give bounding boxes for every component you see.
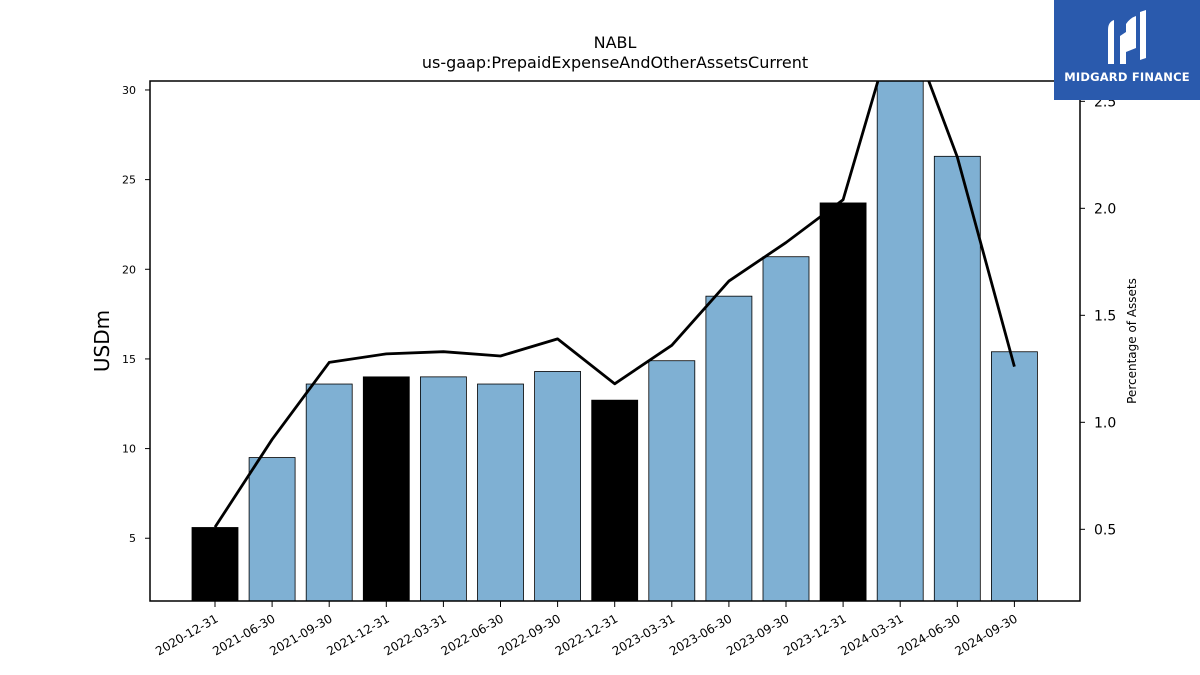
x-tick-label: 2022-12-31 bbox=[553, 611, 620, 658]
y-tick-label: 5 bbox=[129, 532, 136, 545]
x-tick-label: 2021-06-30 bbox=[210, 611, 277, 658]
y2-tick-label: 2.0 bbox=[1094, 201, 1116, 217]
bar bbox=[876, 81, 924, 601]
bar-series bbox=[191, 81, 1038, 601]
x-tick-label: 2023-06-30 bbox=[667, 611, 734, 658]
y-tick-label: 30 bbox=[122, 84, 136, 97]
chart-subtitle: us-gaap:PrepaidExpenseAndOtherAssetsCurr… bbox=[422, 53, 808, 72]
x-tick-label: 2021-12-31 bbox=[324, 611, 391, 658]
logo-text: MIDGARD FINANCE bbox=[1064, 70, 1190, 84]
logo-icon bbox=[1108, 10, 1146, 64]
bar bbox=[248, 457, 296, 601]
y-tick-label: 25 bbox=[122, 174, 136, 187]
y-tick-label: 15 bbox=[122, 353, 136, 366]
y-tick-label: 20 bbox=[122, 263, 136, 276]
y2-axis-label: Percentage of Assets bbox=[1125, 278, 1139, 404]
series-line bbox=[213, 81, 1016, 528]
x-tick-label: 2023-09-30 bbox=[724, 611, 791, 658]
bar bbox=[419, 376, 467, 601]
bar bbox=[648, 360, 696, 601]
bar bbox=[362, 376, 410, 601]
x-tick-label: 2024-09-30 bbox=[952, 611, 1019, 658]
bar bbox=[534, 371, 581, 601]
bar bbox=[762, 256, 810, 601]
y2-tick-label: 0.5 bbox=[1094, 522, 1116, 538]
y2-tick-label: 1.5 bbox=[1094, 308, 1116, 324]
bar bbox=[819, 202, 867, 601]
bar bbox=[705, 295, 753, 601]
line-series bbox=[213, 81, 1016, 528]
bar bbox=[991, 351, 1038, 601]
bar bbox=[191, 527, 239, 601]
x-tick-label: 2022-09-30 bbox=[496, 611, 563, 658]
chart-title: NABL bbox=[594, 33, 637, 52]
x-tick-label: 2021-09-30 bbox=[267, 611, 334, 658]
x-tick-label: 2022-03-31 bbox=[381, 611, 448, 658]
y2-tick-label: 1.0 bbox=[1094, 415, 1116, 431]
bar bbox=[477, 383, 524, 601]
brand-logo: MIDGARD FINANCE bbox=[1054, 0, 1200, 100]
y-tick-label: 10 bbox=[122, 443, 136, 456]
bar bbox=[305, 383, 353, 601]
x-tick-label: 2024-06-30 bbox=[895, 611, 962, 658]
x-tick-label: 2023-03-31 bbox=[610, 611, 677, 658]
y-axis-label: USDm bbox=[90, 310, 114, 372]
bar bbox=[933, 155, 981, 601]
x-tick-label: 2020-12-31 bbox=[153, 611, 220, 658]
bar bbox=[591, 399, 639, 601]
x-tick-label: 2023-12-31 bbox=[781, 611, 848, 658]
x-tick-label: 2022-06-30 bbox=[439, 611, 506, 658]
x-tick-label: 2024-03-31 bbox=[838, 611, 905, 658]
